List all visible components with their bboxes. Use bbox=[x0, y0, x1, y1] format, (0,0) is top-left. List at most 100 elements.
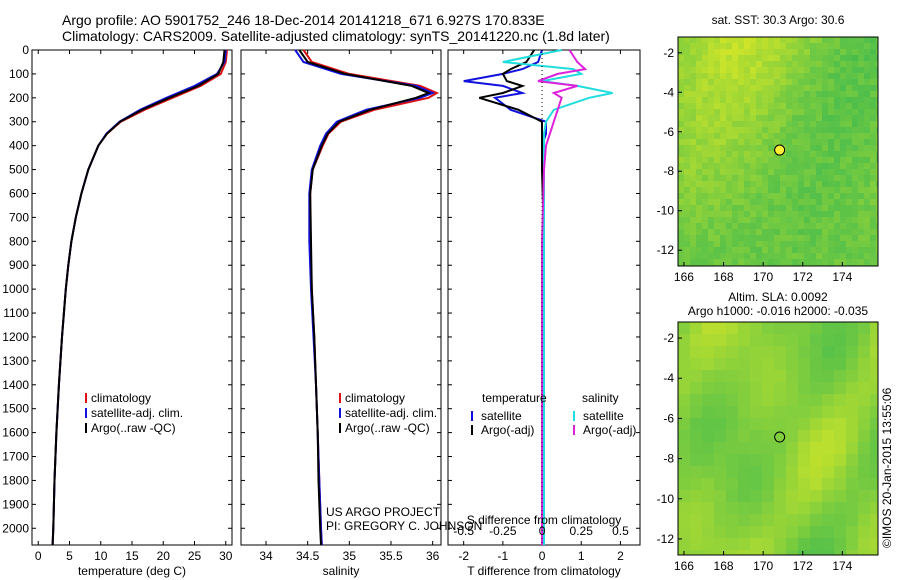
depth-tick-label: 1300 bbox=[2, 354, 29, 368]
differences-series-3 bbox=[537, 49, 588, 545]
sla-map-ytick-label: -10 bbox=[657, 492, 675, 506]
temperature-xtick-label: 10 bbox=[94, 549, 108, 563]
diff-legend-salinity-header: salinity bbox=[582, 391, 619, 405]
differences-xtick-label: 0 bbox=[539, 549, 546, 563]
differences-xlabel: T difference from climatology bbox=[467, 564, 621, 578]
s-diff-tick-label: 0 bbox=[539, 524, 546, 538]
sla-map-xtick-label: 174 bbox=[832, 559, 852, 573]
temp-legend-label: satellite-adj. clim. bbox=[91, 406, 183, 420]
differences-series-2 bbox=[502, 49, 613, 545]
differences-xtick-label: -2 bbox=[458, 549, 469, 563]
sla-map-xtick-label: 170 bbox=[753, 559, 773, 573]
sal-legend-label: Argo(..raw -QC) bbox=[345, 421, 430, 435]
depth-tick-label: 700 bbox=[9, 210, 29, 224]
depth-tick-label: 1200 bbox=[2, 330, 29, 344]
salinity-xtick-label: 34 bbox=[259, 549, 273, 563]
sst-map-ytick-label: -12 bbox=[657, 243, 675, 257]
depth-tick-label: 1600 bbox=[2, 426, 29, 440]
diff-legend-label: satellite bbox=[583, 409, 624, 423]
sla-map-frame bbox=[677, 321, 879, 556]
imos-credit: ©IMOS 20-Jan-2015 13:55:06 bbox=[880, 387, 894, 548]
depth-tick-label: 100 bbox=[9, 67, 29, 81]
sla-map-xtick-label: 168 bbox=[714, 559, 734, 573]
sst-map-xtick-label: 172 bbox=[793, 270, 813, 284]
depth-tick-label: 2000 bbox=[2, 521, 29, 535]
depth-tick-label: 1900 bbox=[2, 497, 29, 511]
sst-map-frame bbox=[677, 36, 879, 267]
temperature-xtick-label: 25 bbox=[188, 549, 202, 563]
s-diff-tick-label: -0.25 bbox=[489, 524, 517, 538]
temp-legend-label: climatology bbox=[91, 391, 151, 405]
sst-map-argo-marker bbox=[774, 144, 786, 156]
temperature-series-2 bbox=[51, 49, 226, 546]
sst-map-ytick-label: -4 bbox=[663, 85, 674, 99]
s-diff-tick-label: 0.5 bbox=[612, 524, 629, 538]
differences-xtick-label: 1 bbox=[578, 549, 585, 563]
sst-map-xtick-label: 166 bbox=[674, 270, 694, 284]
sal-legend-label: satellite-adj. clim. bbox=[345, 406, 437, 420]
s-diff-tick-label: 0.25 bbox=[570, 524, 594, 538]
temp-legend-label: Argo(..raw -QC) bbox=[91, 421, 176, 435]
depth-tick-label: 300 bbox=[9, 115, 29, 129]
sst-map-field bbox=[678, 37, 878, 266]
differences-xtick-label: -1 bbox=[498, 549, 509, 563]
sst-map-xtick-label: 174 bbox=[832, 270, 852, 284]
sla-map-subtitle: Argo h1000: -0.016 h2000: -0.035 bbox=[688, 304, 868, 318]
depth-tick-label: 200 bbox=[9, 91, 29, 105]
sst-map-title: sat. SST: 30.3 Argo: 30.6 bbox=[712, 13, 845, 27]
depth-tick-label: 1000 bbox=[2, 282, 29, 296]
s-diff-xlabel: S difference from climatology bbox=[467, 513, 622, 527]
sla-map-ytick-label: -8 bbox=[663, 452, 674, 466]
sst-map-ytick-label: -10 bbox=[657, 204, 675, 218]
project-label: US ARGO PROJECT bbox=[326, 505, 441, 519]
depth-tick-label: 900 bbox=[9, 258, 29, 272]
temperature-xtick-label: 20 bbox=[157, 549, 171, 563]
sla-map-ytick-label: -6 bbox=[663, 411, 674, 425]
salinity-xlabel: salinity bbox=[323, 564, 360, 578]
diff-legend-label: Argo(-adj) bbox=[481, 423, 534, 437]
sal-legend-label: climatology bbox=[345, 391, 405, 405]
diff-legend-label: Argo(-adj) bbox=[583, 423, 636, 437]
s-diff-tick-label: -0.5 bbox=[453, 524, 474, 538]
sla-map-ytick-label: -2 bbox=[663, 331, 674, 345]
depth-tick-label: 1500 bbox=[2, 402, 29, 416]
sst-map-ytick-label: -6 bbox=[663, 125, 674, 139]
depth-tick-label: 800 bbox=[9, 234, 29, 248]
temperature-frame bbox=[31, 49, 233, 546]
figure-title: Argo profile: AO 5901752_246 18-Dec-2014… bbox=[62, 12, 545, 28]
depth-tick-label: 1700 bbox=[2, 450, 29, 464]
figure-subtitle: Climatology: CARS2009. Satellite-adjuste… bbox=[62, 28, 610, 44]
salinity-xtick-label: 35.5 bbox=[379, 549, 403, 563]
sst-map-ytick-label: -8 bbox=[663, 164, 674, 178]
sst-map-xtick-label: 168 bbox=[714, 270, 734, 284]
depth-tick-label: 500 bbox=[9, 163, 29, 177]
sla-map-title: Altim. SLA: 0.0092 bbox=[728, 290, 828, 304]
sla-map-argo-marker bbox=[774, 431, 786, 443]
temperature-xtick-label: 30 bbox=[219, 549, 233, 563]
salinity-frame bbox=[240, 49, 442, 546]
pi-label: PI: GREGORY C. JOHNSON bbox=[326, 519, 482, 533]
salinity-xtick-label: 34.5 bbox=[296, 549, 320, 563]
differences-xtick-label: 2 bbox=[617, 549, 624, 563]
salinity-xtick-label: 35 bbox=[343, 549, 357, 563]
depth-tick-label: 1800 bbox=[2, 473, 29, 487]
sla-map-ytick-label: -12 bbox=[657, 532, 675, 546]
temperature-xtick-label: 15 bbox=[125, 549, 139, 563]
depth-tick-label: 600 bbox=[9, 186, 29, 200]
diff-legend-temperature-header: temperature bbox=[482, 391, 547, 405]
temperature-xtick-label: 0 bbox=[35, 549, 42, 563]
sla-map-xtick-label: 172 bbox=[793, 559, 813, 573]
salinity-xtick-label: 36 bbox=[426, 549, 440, 563]
sla-map-xtick-label: 166 bbox=[674, 559, 694, 573]
temperature-xtick-label: 5 bbox=[66, 549, 73, 563]
sla-map-field bbox=[678, 322, 878, 555]
depth-tick-label: 1400 bbox=[2, 378, 29, 392]
sla-map-ytick-label: -4 bbox=[663, 371, 674, 385]
sst-map-ytick-label: -2 bbox=[663, 46, 674, 60]
depth-tick-label: 0 bbox=[22, 43, 29, 57]
temperature-xlabel: temperature (deg C) bbox=[78, 564, 186, 578]
depth-tick-label: 400 bbox=[9, 139, 29, 153]
salinity-series-2 bbox=[298, 49, 432, 546]
sst-map-xtick-label: 170 bbox=[753, 270, 773, 284]
